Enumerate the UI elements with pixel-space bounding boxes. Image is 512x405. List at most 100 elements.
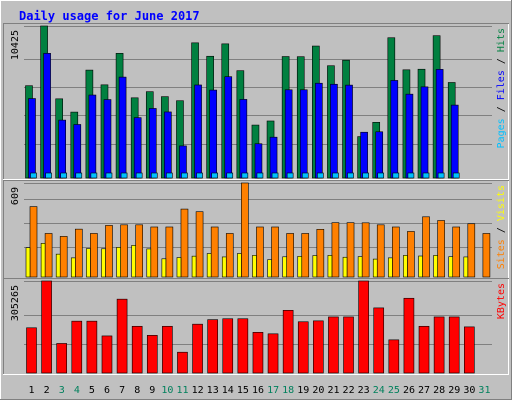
bar-kbytes xyxy=(373,307,385,374)
bar-sites xyxy=(221,256,227,278)
bar-visits xyxy=(150,226,159,278)
bar-kbytes xyxy=(86,320,98,374)
x-axis-labels: 1 2 3 4 5 6 7 8 9 10 11 12 13 14 15 16 17 18 19 20 21 22 23 24 2… xyxy=(29,385,491,396)
bar-files xyxy=(28,98,36,179)
bar-pages xyxy=(452,172,460,179)
bar-sites xyxy=(101,248,106,278)
bar-visits xyxy=(105,225,113,278)
x-tick-label: 10 xyxy=(161,385,173,396)
bar-visits xyxy=(120,224,128,278)
bar-visits xyxy=(74,228,83,278)
bar-pages xyxy=(196,172,203,179)
bar-kbytes xyxy=(343,316,354,374)
bar-files xyxy=(420,86,429,179)
x-tick-label: 21 xyxy=(327,385,339,396)
bar-sites xyxy=(131,245,136,278)
y-axis-label-part: KBytes xyxy=(496,283,507,319)
x-tick-label: 26 xyxy=(403,385,415,396)
bar-kbytes xyxy=(71,320,83,374)
bar-sites xyxy=(206,253,212,278)
x-tick-label: 18 xyxy=(282,385,294,396)
bar-kbytes xyxy=(131,325,143,374)
bar-visits xyxy=(422,216,430,278)
bar-files xyxy=(450,104,459,179)
y-axis-label-part: Sites xyxy=(496,239,507,269)
x-tick-label: 13 xyxy=(207,385,219,396)
bar-files xyxy=(148,108,157,179)
x-tick-label: 25 xyxy=(388,385,400,396)
bar-pages xyxy=(256,172,264,179)
bar-sites xyxy=(433,255,438,278)
x-tick-label: 29 xyxy=(448,385,460,396)
bar-visits xyxy=(437,220,445,278)
bar-sites xyxy=(297,256,303,278)
bar-kbytes xyxy=(192,323,203,374)
bar-files xyxy=(209,89,217,179)
bar-files xyxy=(345,84,353,179)
bar-sites xyxy=(237,253,242,278)
bar-sites xyxy=(40,243,46,278)
y-axis-label: Pages / Files / Hits xyxy=(496,28,507,148)
bar-kbytes xyxy=(252,332,264,374)
bar-files xyxy=(164,111,172,179)
y-axis-label: KBytes xyxy=(496,283,507,319)
bar-pages xyxy=(392,172,400,179)
bar-pages xyxy=(362,172,369,179)
bar-kbytes xyxy=(56,343,67,374)
bar-files xyxy=(299,89,308,179)
bar-visits xyxy=(392,226,400,278)
y-max-label: 305265 xyxy=(10,285,21,321)
bar-pages xyxy=(332,172,339,179)
bar-pages xyxy=(377,172,385,179)
bar-visits xyxy=(271,226,279,278)
bar-pages xyxy=(211,172,218,179)
x-tick-label: 12 xyxy=(192,385,204,396)
bar-visits xyxy=(29,206,38,278)
bar-sites xyxy=(70,257,76,278)
bar-sites xyxy=(86,248,91,278)
bar-files xyxy=(194,84,202,179)
bar-kbytes xyxy=(388,339,400,374)
bar-files xyxy=(375,131,384,179)
bar-pages xyxy=(422,172,430,179)
panel-2: 305265 KBytes xyxy=(3,278,509,375)
bar-kbytes xyxy=(358,280,369,374)
bar-files xyxy=(390,80,399,179)
bar-kbytes xyxy=(101,335,113,374)
bar-sites xyxy=(342,256,348,278)
bar-files xyxy=(330,83,338,179)
x-tick-label: 19 xyxy=(297,385,309,396)
x-tick-label: 22 xyxy=(343,385,355,396)
bar-sites xyxy=(463,256,469,278)
bar-visits xyxy=(195,211,204,278)
x-tick-label: 28 xyxy=(433,385,445,396)
x-tick-label: 15 xyxy=(237,385,249,396)
bar-sites xyxy=(327,255,333,278)
bar-sites xyxy=(146,248,152,278)
bar-sites xyxy=(312,255,318,278)
bar-sites xyxy=(448,256,454,278)
bar-files xyxy=(284,89,293,179)
bar-visits xyxy=(135,224,143,278)
bar-pages xyxy=(437,172,445,179)
bar-pages xyxy=(105,172,113,179)
y-max-label: 609 xyxy=(10,187,21,205)
bar-visits xyxy=(44,233,53,278)
bar-visits xyxy=(331,222,340,278)
bar-sites xyxy=(282,256,287,278)
bar-visits xyxy=(165,226,174,278)
bar-files xyxy=(435,69,444,179)
bar-kbytes xyxy=(418,325,430,374)
x-tick-label: 27 xyxy=(418,385,430,396)
bar-visits xyxy=(210,226,219,278)
x-tick-label: 31 xyxy=(478,385,490,396)
bar-sites xyxy=(55,253,61,278)
bar-kbytes xyxy=(177,351,188,374)
x-tick-label: 9 xyxy=(149,385,155,396)
bar-visits xyxy=(346,222,355,278)
bar-visits xyxy=(376,224,385,278)
bar-files xyxy=(405,93,414,179)
x-tick-label: 17 xyxy=(267,385,279,396)
